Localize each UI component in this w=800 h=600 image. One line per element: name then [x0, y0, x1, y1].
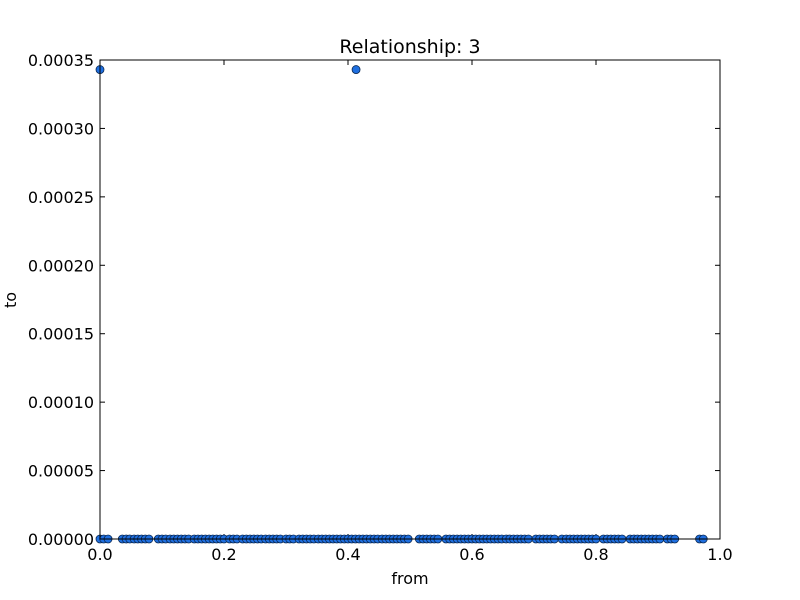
y-tick-label: 0.00025	[28, 188, 94, 207]
y-tick-label: 0.00035	[28, 51, 94, 70]
y-tick-label: 0.00020	[28, 256, 94, 275]
data-point	[351, 65, 361, 74]
x-tick-label: 0.0	[87, 545, 112, 564]
chart-title: Relationship: 3	[339, 36, 480, 58]
x-tick-label: 0.8	[583, 545, 608, 564]
x-axis-ticks: 0.0 0.2 0.4 0.6 0.8 1.0	[87, 60, 733, 564]
y-axis-ticks: 0.00000 0.00005 0.00010 0.00015 0.00020 0.000…	[28, 51, 720, 549]
y-tick-label: 0.00030	[28, 119, 94, 138]
plot-area-frame	[99, 59, 721, 540]
x-tick-label: 0.4	[335, 545, 360, 564]
x-axis-title: from	[391, 569, 428, 588]
x-tick-label: 0.2	[211, 545, 236, 564]
x-tick-label: 0.6	[459, 545, 484, 564]
y-axis-title: to	[1, 292, 20, 308]
y-tick-label: 0.00000	[28, 530, 94, 549]
x-tick-label: 1.0	[707, 545, 732, 564]
y-tick-label: 0.00015	[28, 325, 94, 344]
y-tick-label: 0.00005	[28, 462, 94, 481]
y-tick-label: 0.00010	[28, 393, 94, 412]
scatter-points	[95, 65, 708, 544]
